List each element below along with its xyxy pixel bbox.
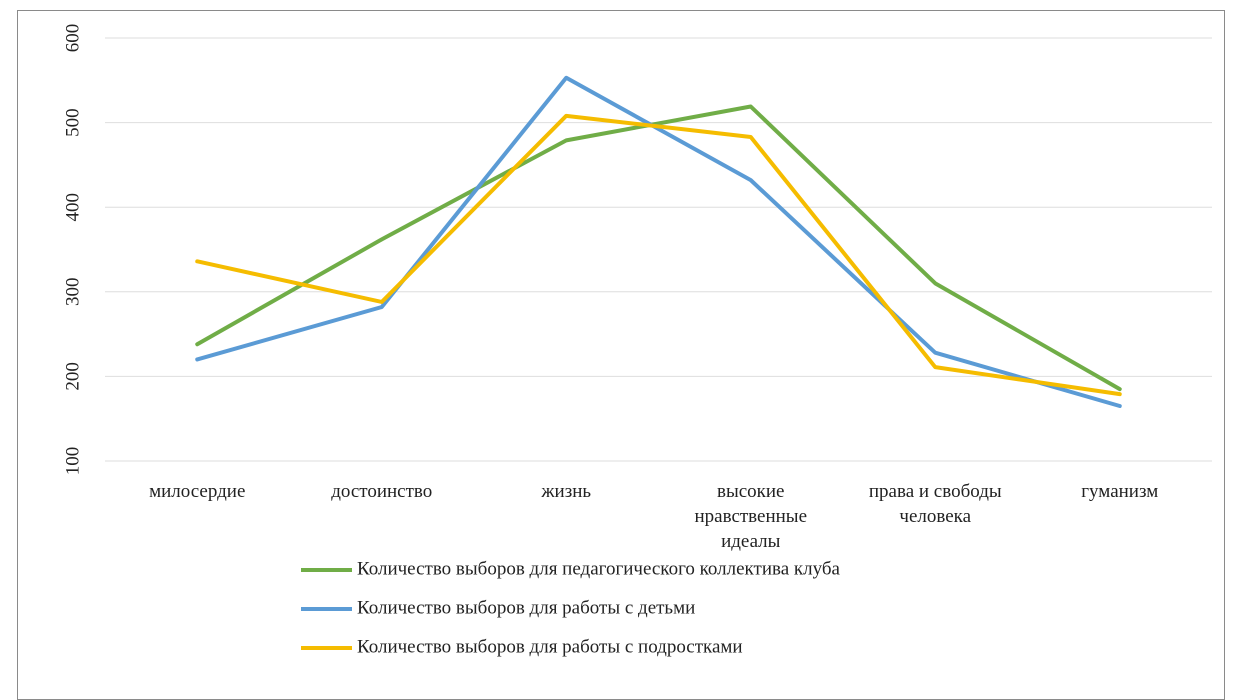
legend-label: Количество выборов для работы с подростк… [357,636,743,657]
series-line-1 [195,104,1122,392]
x-category-label: гуманизм [1081,481,1158,502]
y-tick-label: 200 [62,362,83,391]
y-tick-label: 600 [62,24,83,53]
series-line-2 [195,75,1122,409]
y-tick-label: 100 [62,447,83,476]
y-tick-label: 400 [62,193,83,222]
legend-label: Количество выборов для работы с детьми [357,597,695,618]
x-category-label: высокие нравственные идеалы [694,481,807,552]
x-category-label: жизнь [540,481,591,502]
y-tick-label: 500 [62,108,83,137]
series-line-3 [195,113,1122,397]
line-chart: 100 200 300 400 500 600 милосердие достоинство… [62,24,1212,657]
legend-label: Количество выборов для педагогического к… [357,558,841,579]
x-category-label: достоинство [331,481,432,502]
x-category-label: милосердие [149,481,245,502]
y-tick-label: 300 [62,278,83,307]
x-category-label: права и свободы человека [869,481,1002,527]
